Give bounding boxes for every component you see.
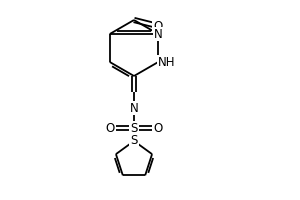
Text: S: S xyxy=(130,134,138,147)
Text: N: N xyxy=(130,102,138,114)
Text: O: O xyxy=(105,121,115,134)
Text: O: O xyxy=(153,121,163,134)
Text: S: S xyxy=(130,121,138,134)
Text: NH: NH xyxy=(158,55,176,68)
Text: O: O xyxy=(153,20,163,32)
Text: N: N xyxy=(154,27,163,40)
